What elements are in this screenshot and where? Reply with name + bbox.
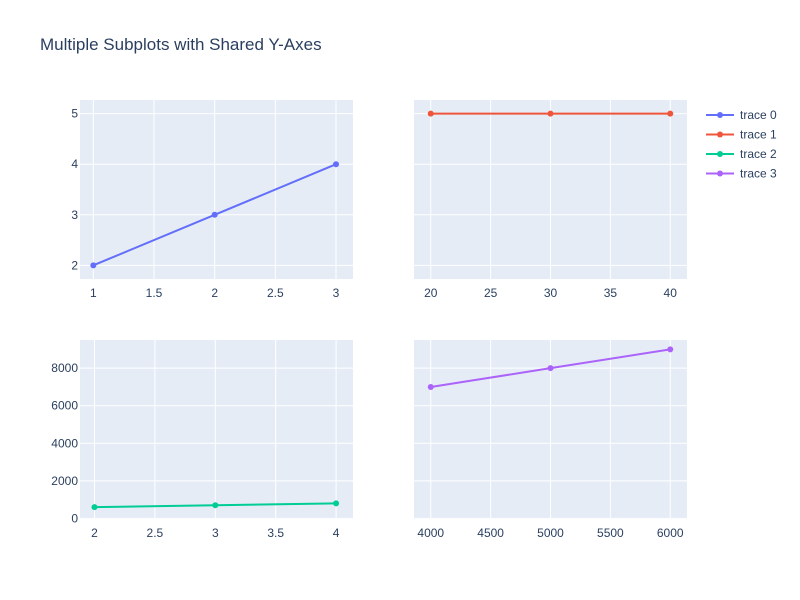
y-tick-label: 4 [71, 157, 78, 171]
x-tick-label: 5000 [537, 526, 564, 540]
plot-area [80, 100, 353, 279]
x-tick-label: 30 [544, 286, 558, 300]
x-tick-label: 2.5 [147, 526, 164, 540]
x-tick-label: 35 [604, 286, 618, 300]
x-tick-label: 4000 [417, 526, 444, 540]
data-point [667, 110, 674, 117]
legend-item-trace-0[interactable]: trace 0 [706, 108, 777, 122]
subplot-2: 20 25 30 35 40 [414, 100, 687, 300]
y-tick-label: 4000 [51, 436, 78, 450]
data-point [333, 161, 340, 168]
legend-label: trace 3 [740, 167, 777, 181]
x-tick-label: 3.5 [267, 526, 284, 540]
subplot-3: 2 2.5 3 3.5 4 0 2000 4000 6000 8000 [51, 340, 353, 540]
x-tick-label: 4 [333, 526, 340, 540]
x-tick-label: 6000 [657, 526, 684, 540]
x-tick-label: 25 [484, 286, 498, 300]
y-tick-label: 6000 [51, 399, 78, 413]
legend-label: trace 2 [740, 147, 777, 161]
data-point [90, 262, 97, 269]
legend-swatch-marker [717, 112, 723, 118]
x-tick-label: 3 [333, 286, 340, 300]
y-tick-label: 2000 [51, 474, 78, 488]
legend-label: trace 0 [740, 108, 777, 122]
data-point [91, 504, 98, 511]
y-tick-label: 8000 [51, 361, 78, 375]
x-tick-label: 40 [664, 286, 678, 300]
data-point [333, 500, 340, 507]
legend-item-trace-2[interactable]: trace 2 [706, 147, 777, 161]
data-point [667, 346, 674, 353]
plot-area [80, 340, 353, 519]
subplot-1: 1 1.5 2 2.5 3 2 3 4 5 [71, 100, 353, 300]
x-tick-label: 1.5 [146, 286, 163, 300]
legend-label: trace 1 [740, 128, 777, 142]
y-tick-label: 5 [71, 107, 78, 121]
x-tick-label: 2 [91, 526, 98, 540]
legend-swatch-marker [717, 170, 723, 177]
x-tick-label: 2 [211, 286, 218, 300]
legend-item-trace-1[interactable]: trace 1 [706, 128, 777, 142]
legend-item-trace-3[interactable]: trace 3 [706, 167, 777, 181]
data-point [212, 502, 219, 509]
x-tick-label: 5500 [597, 526, 624, 540]
legend-swatch-marker [717, 131, 723, 138]
subplot-4: 4000 4500 5000 5500 6000 [414, 340, 687, 540]
data-point [427, 383, 434, 390]
x-tick-label: 3 [212, 526, 219, 540]
chart-title: Multiple Subplots with Shared Y-Axes [40, 35, 322, 54]
y-tick-label: 3 [71, 208, 78, 222]
x-tick-label: 4500 [477, 526, 504, 540]
x-tick-label: 20 [424, 286, 438, 300]
data-point [547, 365, 554, 372]
data-point [547, 110, 554, 117]
x-tick-label: 1 [90, 286, 97, 300]
data-point [211, 211, 218, 218]
legend-swatch-marker [717, 151, 723, 157]
x-tick-label: 2.5 [267, 286, 284, 300]
data-point [427, 110, 434, 117]
legend: trace 0 trace 1 trace 2 trace 3 [706, 108, 777, 181]
y-tick-label: 2 [71, 258, 78, 272]
y-tick-label: 0 [71, 511, 78, 525]
